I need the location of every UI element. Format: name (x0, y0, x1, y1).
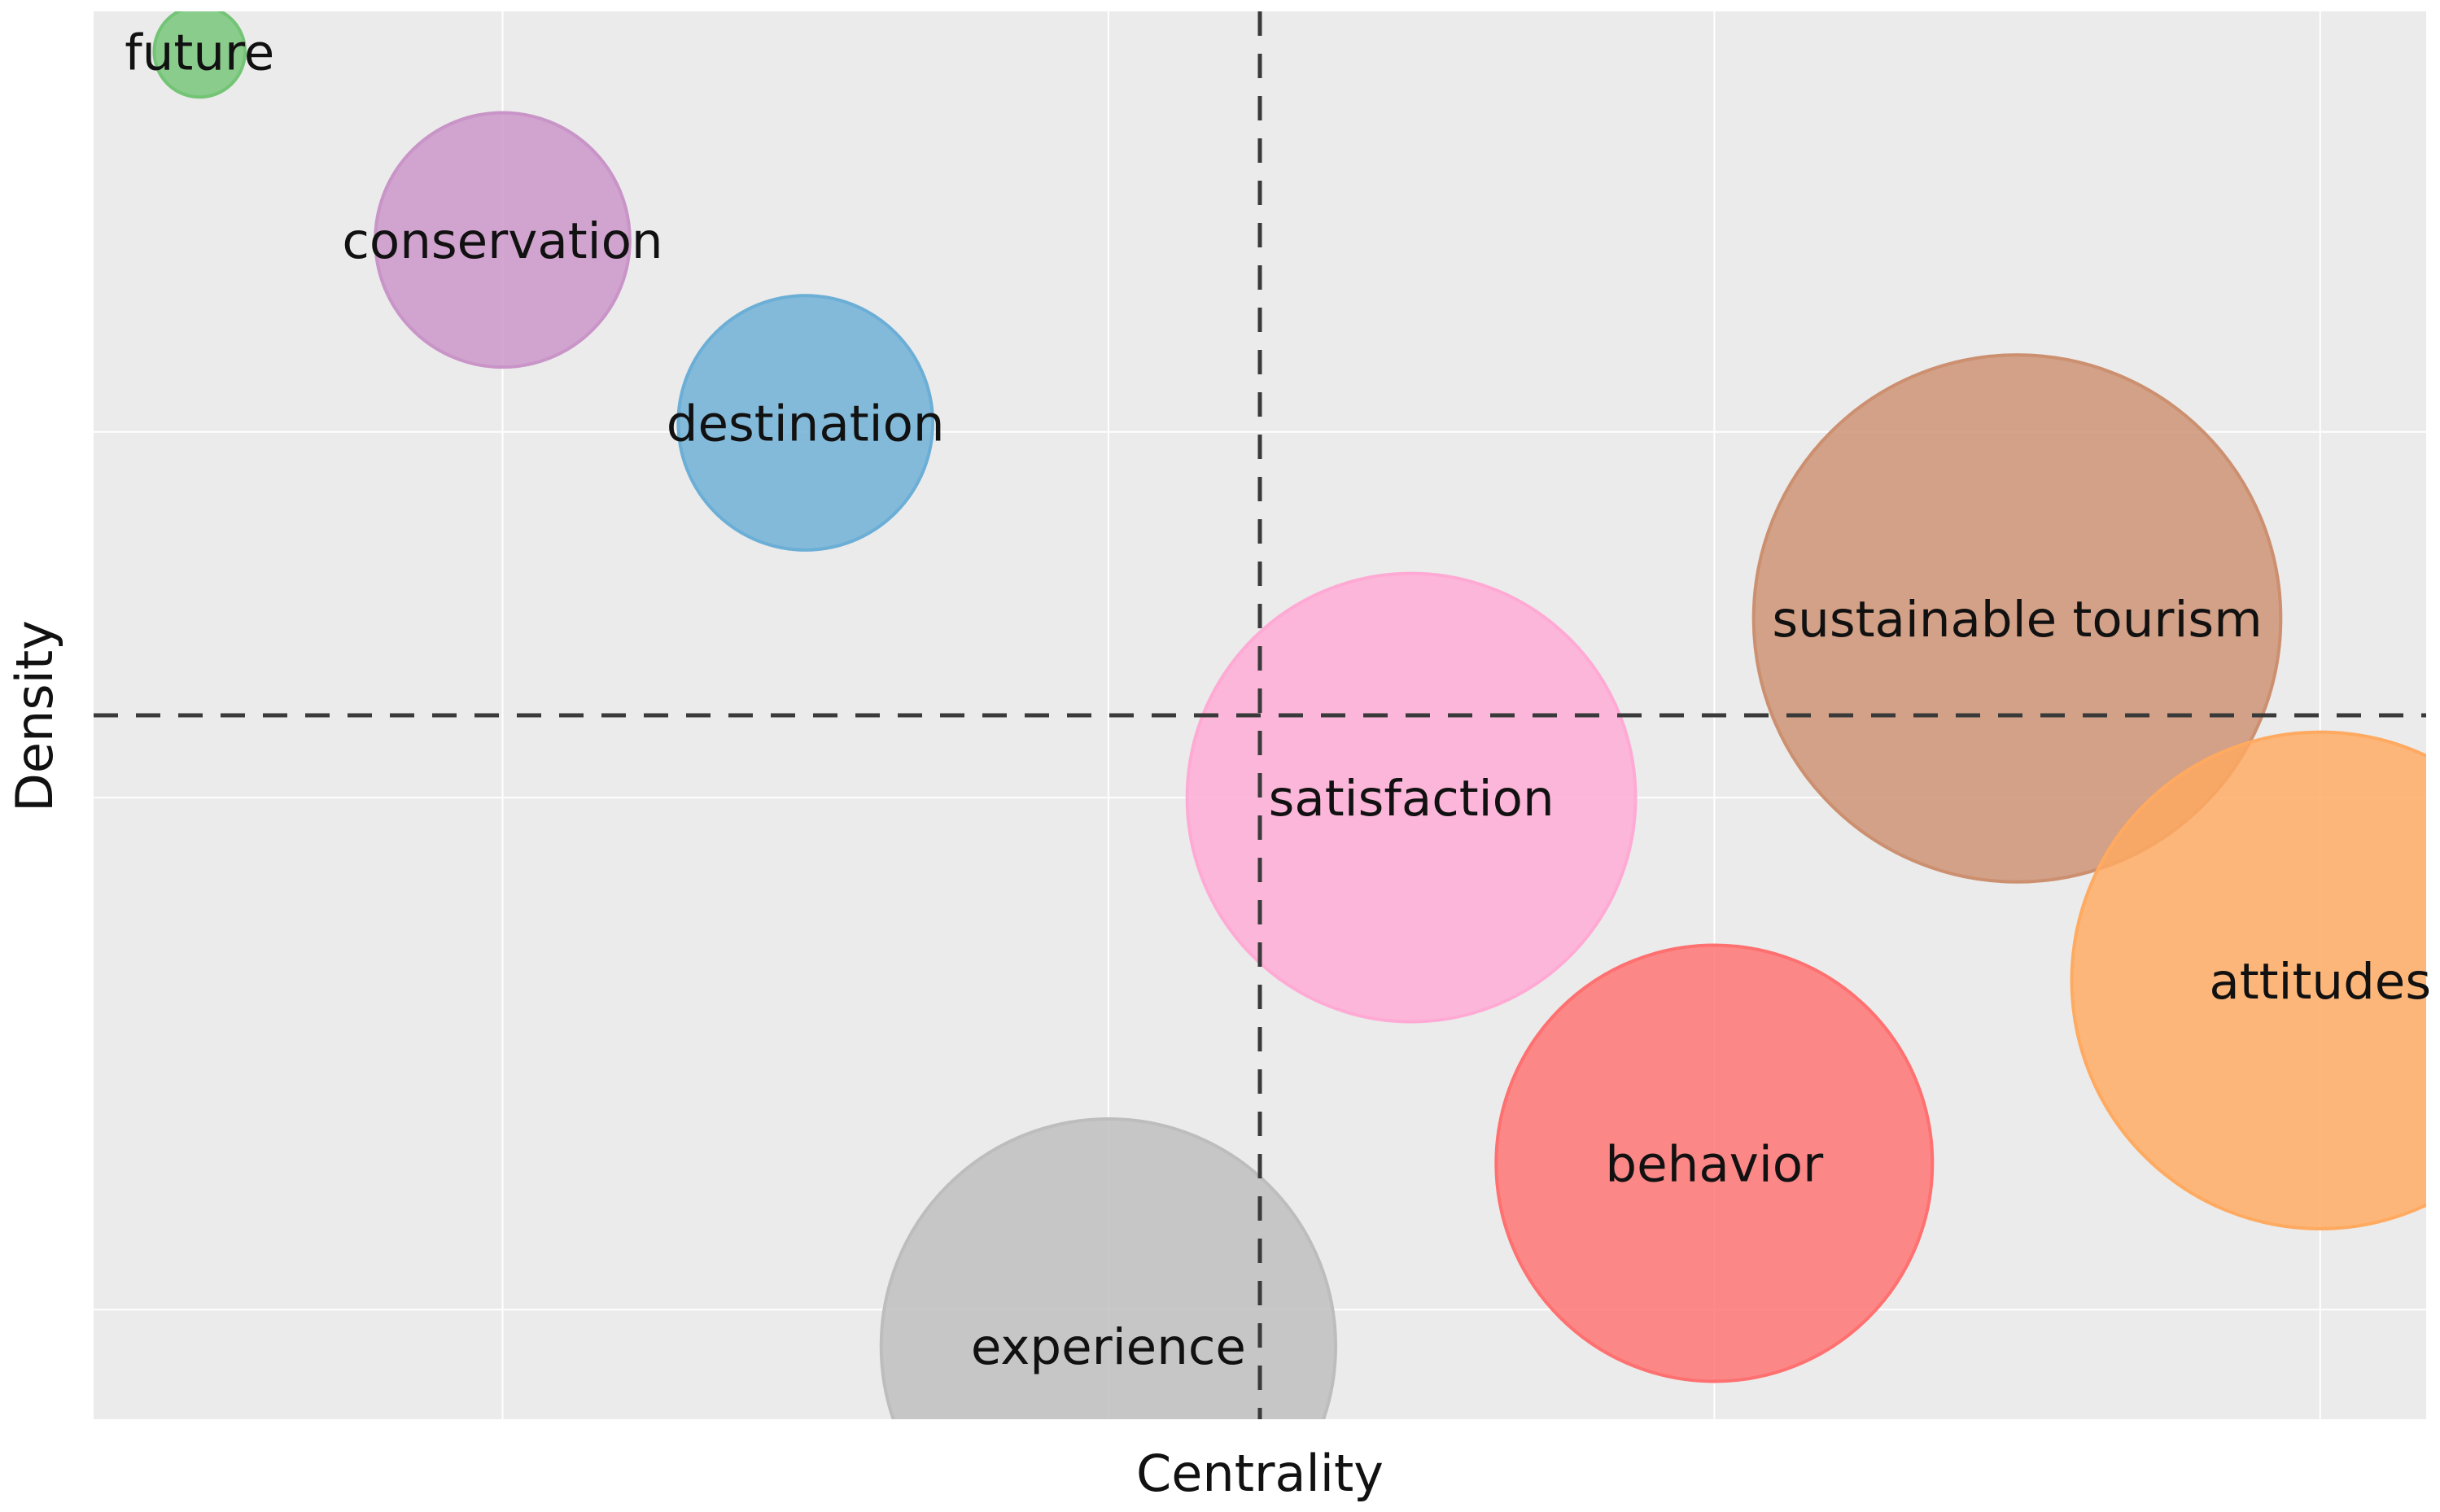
label-behavior: behavior (1605, 1135, 1824, 1193)
bubbles (152, 11, 2426, 1419)
reference-lines (94, 11, 2426, 1419)
y-axis-label: Density (5, 620, 64, 812)
label-experience: experience (971, 1318, 1246, 1376)
bubble-destination (676, 294, 935, 552)
bubble-attitudes (2070, 730, 2426, 1230)
bubble-labels: future conservation destination sustainable… (125, 24, 2431, 1376)
label-attitudes: attitudes (2209, 953, 2431, 1011)
bubble-conservation (374, 111, 632, 369)
bubble-satisfaction (1185, 571, 1638, 1024)
bubble-sustainable-tourism (1751, 353, 2283, 884)
label-sustainable-tourism: sustainable tourism (1772, 591, 2262, 649)
label-conservation: conservation (342, 212, 662, 270)
label-satisfaction: satisfaction (1269, 770, 1555, 828)
label-future: future (125, 24, 274, 81)
x-axis-label: Centrality (1136, 1444, 1384, 1503)
bubble-future (152, 11, 247, 99)
bubble-behavior (1494, 943, 1935, 1383)
label-destination: destination (667, 395, 945, 453)
bubble-experience (879, 1117, 1337, 1419)
